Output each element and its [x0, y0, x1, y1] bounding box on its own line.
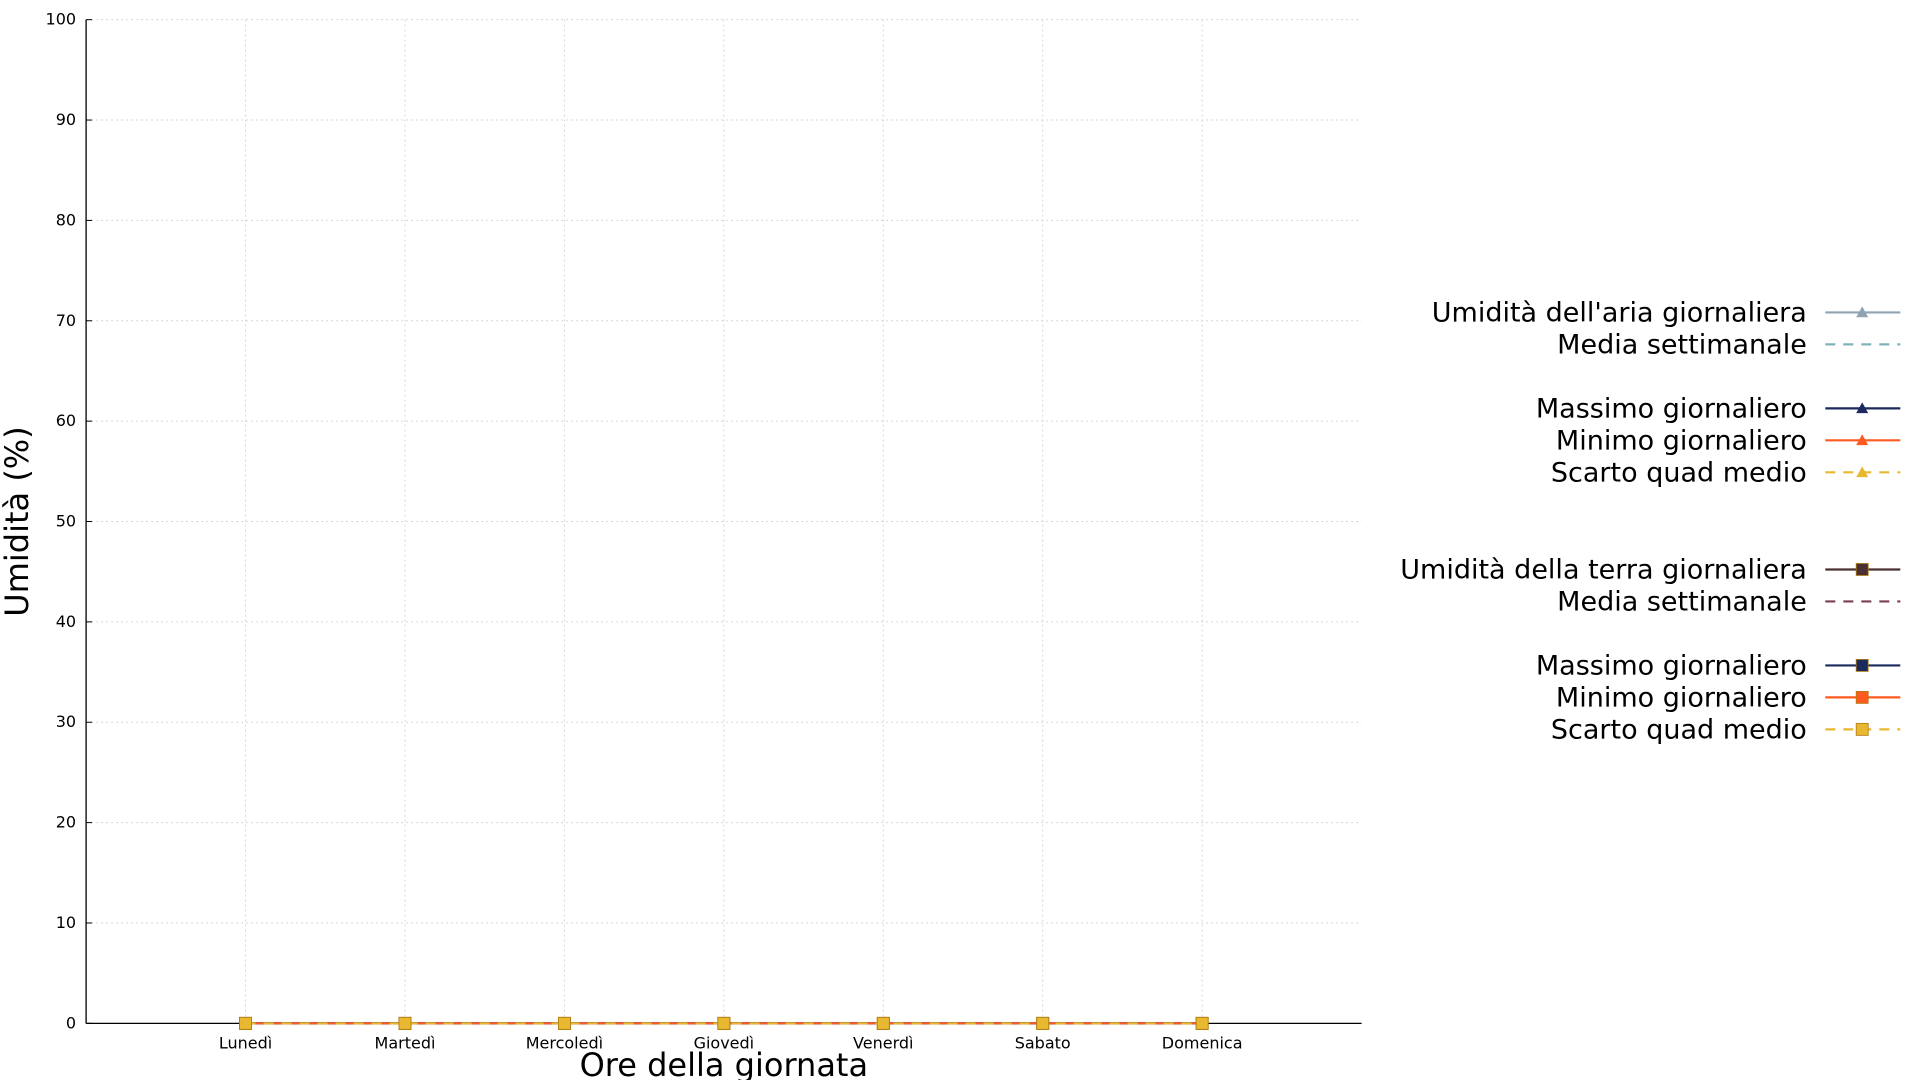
legend-label: Minimo giornaliero	[1556, 682, 1807, 713]
x-tick-label: Lunedì	[219, 1033, 272, 1052]
legend-label: Minimo giornaliero	[1556, 425, 1807, 456]
legend-entry: Umidità dell'aria giornaliera	[1432, 297, 1901, 328]
y-tick-label: 80	[56, 210, 76, 229]
legend-entry: Umidità della terra giornaliera	[1400, 554, 1901, 585]
y-tick-label: 100	[46, 10, 77, 29]
legend-entry: Scarto quad medio	[1551, 714, 1901, 745]
y-tick-labels: 0 10 20 30 40 50 60 70 80 90 100	[46, 10, 93, 1032]
x-tick-label: Martedì	[375, 1033, 436, 1052]
legend-label: Umidità dell'aria giornaliera	[1432, 297, 1807, 328]
data-point	[239, 1016, 252, 1030]
legend-marker	[1856, 434, 1869, 446]
x-axis-title: Ore della giornata	[580, 1046, 868, 1080]
y-axis-title: Umidità (%)	[0, 426, 36, 616]
legend-entry: Media settimanale	[1557, 586, 1901, 617]
y-tick-label: 10	[56, 913, 76, 932]
legend-marker	[1856, 402, 1869, 414]
series-group	[239, 1016, 1209, 1030]
legend-label: Scarto quad medio	[1551, 457, 1807, 488]
legend-marker	[1855, 659, 1869, 672]
y-tick-label: 40	[56, 612, 76, 631]
y-tick-label: 50	[56, 512, 76, 531]
data-point	[1036, 1016, 1050, 1030]
legend-label: Umidità della terra giornaliera	[1400, 554, 1807, 585]
y-tick-label: 70	[56, 311, 76, 330]
grid-lines	[86, 19, 1362, 1024]
legend-label: Media settimanale	[1557, 329, 1807, 360]
legend-label: Scarto quad medio	[1551, 714, 1807, 745]
legend-entry: Massimo giornaliero	[1536, 650, 1901, 681]
legend-label: Massimo giornaliero	[1536, 393, 1807, 424]
x-tick-label: Domenica	[1162, 1033, 1243, 1052]
y-tick-label: 30	[56, 712, 76, 731]
legend-marker	[1855, 722, 1869, 736]
legend-marker	[1855, 563, 1869, 576]
x-tick-label: Sabato	[1015, 1033, 1071, 1052]
data-point	[717, 1016, 731, 1030]
x-tick-label: Giovedì	[694, 1033, 755, 1052]
data-point	[558, 1016, 571, 1030]
legend-label: Media settimanale	[1557, 586, 1807, 617]
data-point	[398, 1016, 412, 1030]
legend-marker	[1855, 690, 1869, 704]
legend-entry: Media settimanale	[1557, 329, 1901, 360]
data-point	[876, 1016, 890, 1030]
legend-marker	[1856, 466, 1869, 478]
legend-entry: Massimo giornaliero	[1536, 393, 1901, 424]
y-tick-label: 90	[56, 110, 76, 129]
y-tick-label: 0	[66, 1013, 76, 1032]
legend-entry: Minimo giornaliero	[1556, 425, 1901, 456]
legend-entry: Minimo giornaliero	[1556, 682, 1901, 713]
legend-entry: Scarto quad medio	[1551, 457, 1901, 488]
y-tick-label: 20	[56, 813, 76, 832]
x-tick-label: Venerdì	[853, 1033, 913, 1052]
data-point	[1195, 1016, 1209, 1030]
x-tick-labels: Lunedì Martedì Mercoledì Giovedì Venerdì Saba…	[219, 1017, 1243, 1052]
y-tick-label: 60	[56, 411, 76, 430]
x-tick-label: Mercoledì	[526, 1033, 603, 1052]
legend-marker	[1856, 306, 1869, 318]
data-series	[239, 1016, 1209, 1030]
legend-label: Massimo giornaliero	[1536, 650, 1807, 681]
